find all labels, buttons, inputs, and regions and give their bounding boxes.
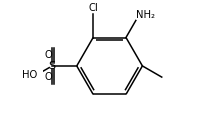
Text: S: S [49, 61, 56, 71]
Text: O: O [45, 50, 52, 60]
Text: Cl: Cl [88, 3, 98, 13]
Text: NH₂: NH₂ [137, 10, 156, 20]
Text: O: O [45, 72, 52, 82]
Text: HO: HO [22, 70, 37, 80]
